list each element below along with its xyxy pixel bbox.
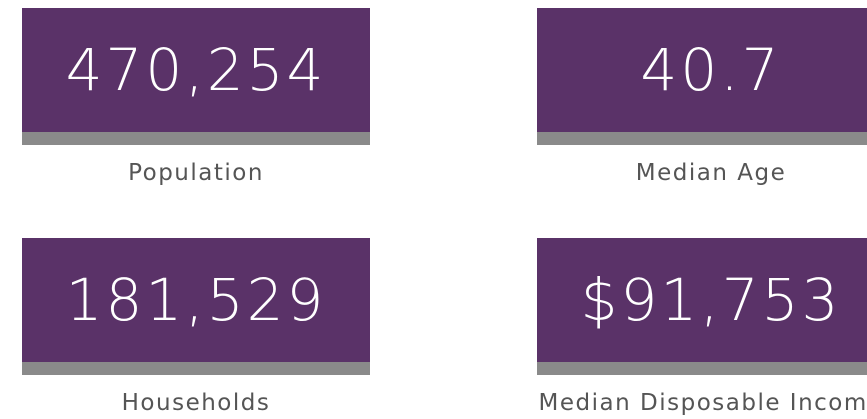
- kpi-band: [537, 362, 867, 375]
- kpi-band: [537, 132, 867, 145]
- kpi-card: 40.7 Median Age: [537, 8, 867, 186]
- kpi-value: 181,529: [22, 238, 370, 362]
- kpi-label: Households: [121, 390, 271, 416]
- kpi-value: 40.7: [537, 8, 867, 132]
- kpi-label: Median Disposable Income: [538, 390, 867, 416]
- kpi-card: 470,254 Population: [22, 8, 370, 186]
- kpi-value: $91,753: [537, 238, 867, 362]
- kpi-band: [22, 132, 370, 145]
- kpi-band: [22, 362, 370, 375]
- kpi-card: $91,753 Median Disposable Income: [537, 238, 867, 416]
- kpi-label: Median Age: [635, 160, 787, 186]
- kpi-value: 470,254: [22, 8, 370, 132]
- kpi-label: Population: [128, 160, 264, 186]
- kpi-card: 181,529 Households: [22, 238, 370, 416]
